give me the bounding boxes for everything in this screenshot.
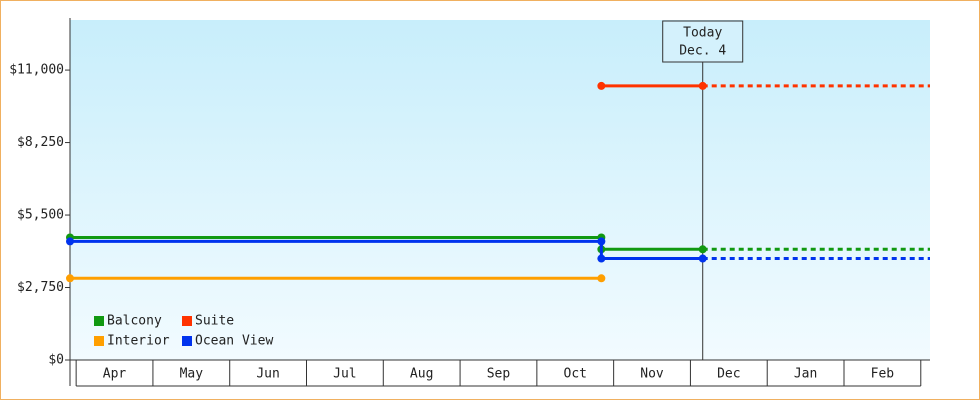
today-box <box>662 20 744 63</box>
point <box>597 274 606 283</box>
x-tick-label: Sep <box>487 367 511 382</box>
x-tick-label: Jan <box>794 367 817 382</box>
point <box>698 245 707 254</box>
x-tick-label: Feb <box>871 367 895 382</box>
legend-swatch <box>182 336 192 346</box>
legend-swatch <box>94 316 104 326</box>
x-tick-label: May <box>180 367 204 382</box>
today-label: Today <box>683 26 722 41</box>
legend-swatch <box>182 316 192 326</box>
point <box>698 254 707 263</box>
x-tick-label: Aug <box>410 367 433 382</box>
point <box>597 81 606 90</box>
y-tick-label: $8,250 <box>17 135 64 150</box>
y-tick-label: $11,000 <box>9 63 64 78</box>
legend-label: Interior <box>107 334 170 349</box>
plot-area <box>70 20 930 360</box>
point <box>66 274 74 283</box>
x-tick-label: Jul <box>333 367 356 382</box>
point <box>597 254 606 263</box>
y-tick-label: $0 <box>48 353 64 368</box>
y-tick-label: $2,750 <box>17 280 64 295</box>
x-tick-label: Nov <box>640 367 664 382</box>
legend-swatch <box>94 336 104 346</box>
legend-label: Suite <box>195 314 234 329</box>
point <box>597 237 606 246</box>
legend-label: Ocean View <box>195 334 273 349</box>
point <box>698 81 707 90</box>
x-tick-label: Jun <box>256 367 279 382</box>
series-line <box>70 239 703 261</box>
today-date: Dec. 4 <box>679 44 726 59</box>
point <box>66 237 74 246</box>
x-tick-label: Apr <box>103 367 127 382</box>
y-tick-label: $5,500 <box>17 208 64 223</box>
x-tick-label: Dec <box>717 367 740 382</box>
x-tick-label: Oct <box>564 367 587 382</box>
legend-label: Balcony <box>107 314 162 329</box>
